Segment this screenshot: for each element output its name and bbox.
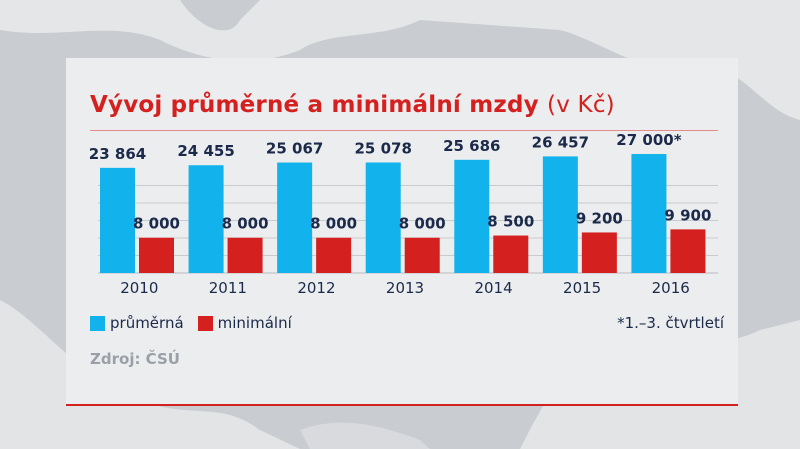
legend-swatch-average [90,315,105,331]
data-label-prumerna: 25 067 [266,140,323,158]
legend-label-minimum: minimální [217,314,292,332]
data-label-minimalni: 9 900 [664,206,711,224]
data-label-prumerna: 27 000* [616,131,681,149]
x-tick-label: 2016 [652,279,690,297]
bar-prumerna [542,156,578,273]
legend-swatch-minimum [197,315,213,331]
bar-minimalni [139,237,174,273]
bar-minimalni [493,235,529,273]
bar-prumerna [365,162,401,273]
chart-panel: Vývoj průměrné a minimální mzdy (v Kč) 2… [66,58,738,406]
data-label-prumerna: 25 078 [355,139,412,157]
data-label-minimalni: 8 000 [310,215,357,233]
bar-minimalni [581,232,617,273]
bar-prumerna [188,165,224,273]
bar-prumerna [454,159,490,273]
bar-minimalni [316,237,352,273]
data-label-minimalni: 9 200 [576,209,623,227]
footnote: *1.–3. čtvrtletí [617,314,724,332]
data-label-prumerna: 25 686 [443,137,500,155]
x-tick-label: 2010 [120,279,158,297]
x-tick-label: 2012 [297,279,335,297]
bar-prumerna [631,154,667,273]
x-tick-label: 2014 [474,279,512,297]
bar-prumerna [277,162,313,273]
data-label-prumerna: 23 864 [89,145,146,163]
data-label-minimalni: 8 000 [222,215,269,233]
chart-title-unit: (v Kč) [547,92,615,118]
bottom-divider [66,404,738,406]
x-tick-label: 2013 [386,279,424,297]
chart-title: Vývoj průměrné a minimální mzdy (v Kč) [90,92,615,118]
x-tick-label: 2015 [563,279,601,297]
x-tick-label: 2011 [209,279,247,297]
data-label-minimalni: 8 000 [399,215,446,233]
legend-item-minimum: minimální [197,314,292,332]
source-note: Zdroj: ČSÚ [90,350,180,368]
bar-chart: 23 864 8 000 2010 24 455 8 000 2011 25 067 8 00… [89,131,718,297]
legend: průměrná minimální [90,312,306,334]
bar-prumerna [100,167,135,273]
bar-minimalni [404,237,440,273]
bar-minimalni [227,237,263,273]
data-label-minimalni: 8 000 [133,215,180,233]
data-label-prumerna: 26 457 [532,133,589,151]
chart-title-main: Vývoj průměrné a minimální mzdy [90,92,539,118]
bar-minimalni [670,229,706,273]
legend-item-average: průměrná [90,314,184,332]
data-label-minimalni: 8 500 [487,213,534,231]
legend-label-average: průměrná [110,314,184,332]
data-label-prumerna: 24 455 [177,142,234,160]
title-divider [90,130,718,131]
